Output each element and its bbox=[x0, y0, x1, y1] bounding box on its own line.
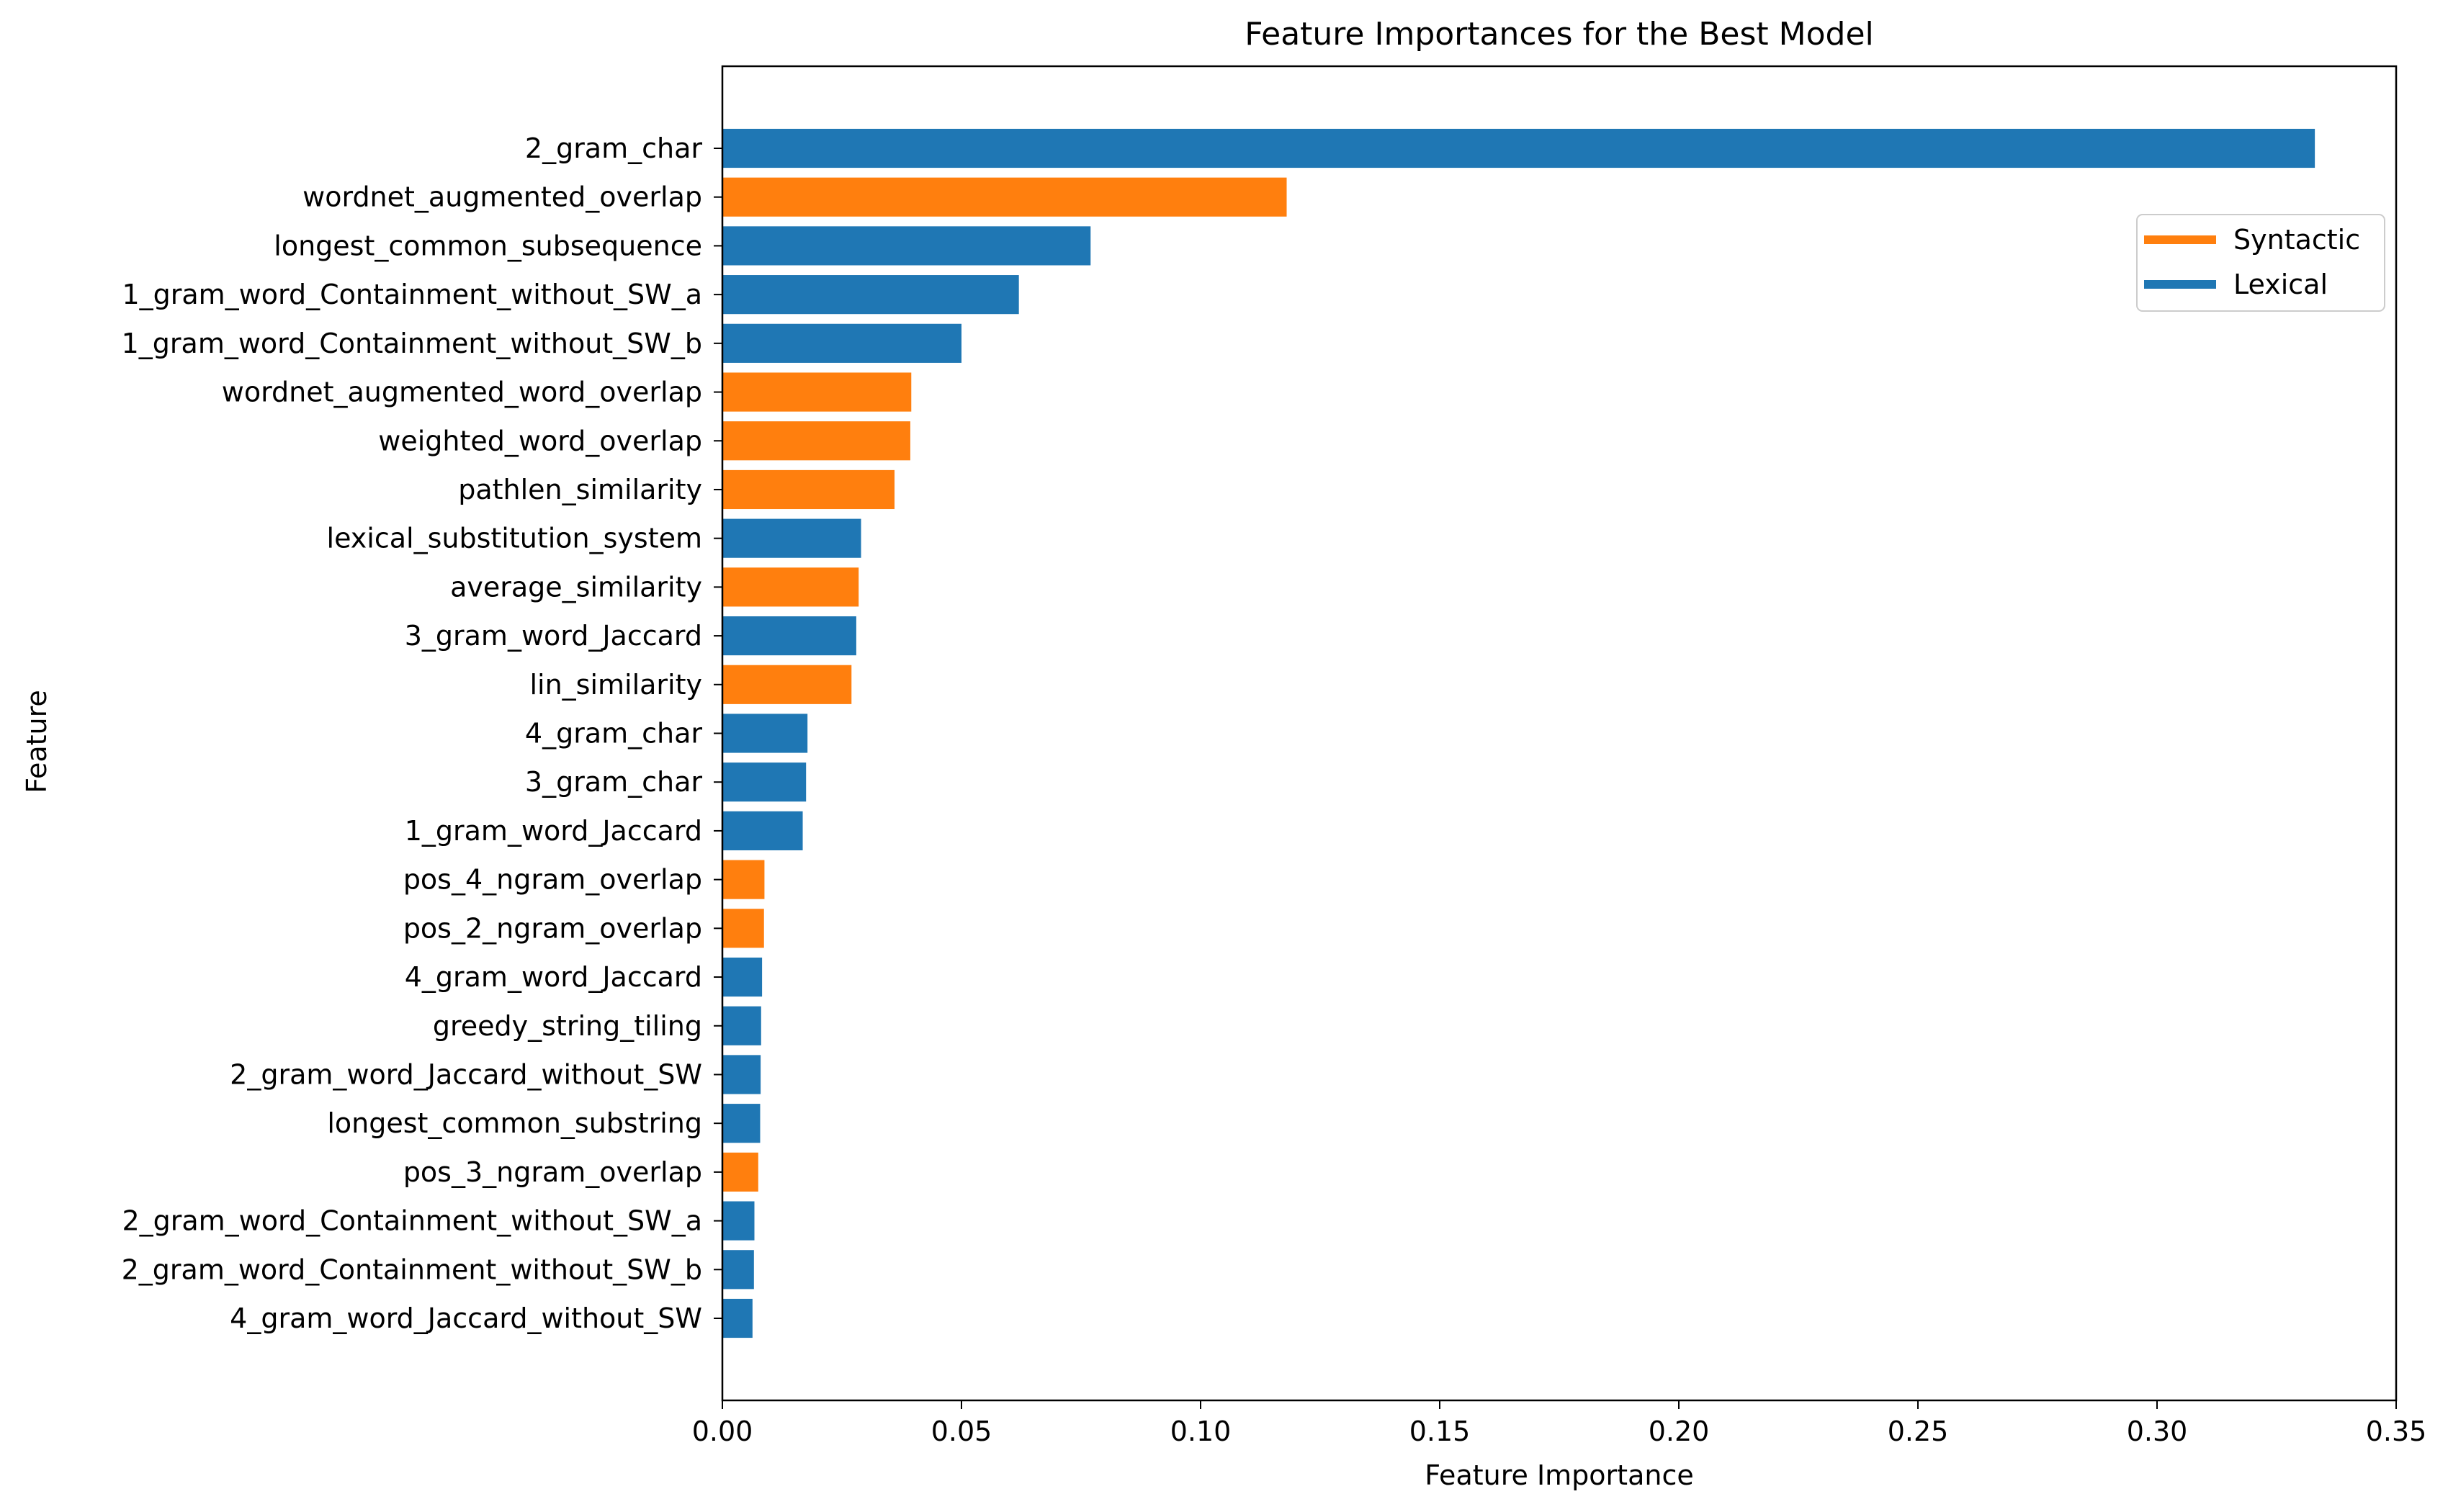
bar-lin-similarity bbox=[722, 665, 852, 704]
y-tick-label: 2_gram_word_Containment_without_SW_a bbox=[122, 1205, 702, 1237]
bar-pathlen-similarity bbox=[722, 469, 895, 510]
y-tick-label: wordnet_augmented_overlap bbox=[302, 181, 702, 213]
x-tick-label: 0.05 bbox=[931, 1416, 992, 1447]
y-tick-label: longest_common_subsequence bbox=[274, 230, 702, 261]
bar-pos-3-ngram-overlap bbox=[722, 1152, 758, 1192]
bar-longest-common-subsequence bbox=[722, 226, 1091, 266]
y-tick-labels: 2_gram_char wordnet_augmented_overlaplong… bbox=[122, 132, 722, 1334]
bar-1-gram-word-containment-without-sw-a bbox=[722, 275, 1019, 315]
y-tick-label: weighted_word_overlap bbox=[378, 425, 702, 456]
x-tick-label: 0.25 bbox=[1888, 1416, 1949, 1447]
bar-3-gram-word-jaccard bbox=[722, 616, 856, 656]
x-tick-labels: 0.00 0.05 0.10 0.15 0.20 0.25 0.30 0.35 bbox=[692, 1400, 2427, 1447]
y-tick-label: lin_similarity bbox=[529, 669, 702, 701]
x-tick-label: 0.30 bbox=[2127, 1416, 2188, 1447]
y-tick-label: 4_gram_char bbox=[525, 718, 702, 750]
bars-layer bbox=[722, 128, 2315, 1338]
bar-longest-common-substring bbox=[722, 1104, 761, 1143]
y-tick-label: 1_gram_word_Jaccard bbox=[405, 815, 702, 847]
y-tick-label: pathlen_similarity bbox=[458, 474, 702, 505]
chart-title: Feature Importances for the Best Model bbox=[1245, 16, 1874, 53]
y-tick-label: 1_gram_word_Containment_without_SW_b bbox=[122, 328, 702, 359]
y-tick-label: 2_gram_char bbox=[525, 132, 702, 164]
y-tick-label: longest_common_substring bbox=[327, 1107, 702, 1139]
bar-2-gram-char bbox=[722, 128, 2315, 168]
bar-pos-4-ngram-overlap bbox=[722, 860, 765, 899]
bar-lexical-substitution-system bbox=[722, 518, 861, 558]
y-tick-label: 4_gram_word_Jaccard_without_SW bbox=[230, 1302, 702, 1334]
x-tick-label: 0.10 bbox=[1170, 1416, 1232, 1447]
bar-average-similarity bbox=[722, 567, 859, 607]
x-tick-label: 0.35 bbox=[2366, 1416, 2427, 1447]
bar-2-gram-word-containment-without-sw-a bbox=[722, 1201, 755, 1241]
bar-wordnet-augmented-word-overlap bbox=[722, 372, 912, 412]
x-tick-label: 0.00 bbox=[692, 1416, 753, 1447]
bar-wordnet-augmented-overlap bbox=[722, 177, 1287, 217]
x-tick-label: 0.20 bbox=[1649, 1416, 1710, 1447]
legend-label-lexical: Lexical bbox=[2233, 269, 2328, 300]
plot-area-frame bbox=[721, 65, 2398, 1402]
bar-1-gram-word-jaccard bbox=[722, 811, 803, 850]
y-tick-label: 2_gram_word_Containment_without_SW_b bbox=[122, 1254, 702, 1285]
bar-4-gram-word-jaccard bbox=[722, 957, 763, 997]
y-axis-label: Feature bbox=[21, 690, 53, 793]
legend-label-syntactic: Syntactic bbox=[2233, 224, 2360, 256]
bar-weighted-word-overlap bbox=[722, 421, 910, 461]
y-tick-label: average_similarity bbox=[450, 571, 702, 603]
y-tick-label: 4_gram_word_Jaccard bbox=[405, 961, 702, 993]
y-tick-label: pos_2_ngram_overlap bbox=[403, 912, 702, 944]
y-tick-label: wordnet_augmented_word_overlap bbox=[222, 377, 702, 408]
legend: Syntactic Lexical bbox=[2136, 214, 2385, 312]
bar-greedy-string-tiling bbox=[722, 1006, 761, 1045]
y-tick-label: 1_gram_word_Containment_without_SW_a bbox=[122, 279, 702, 310]
bar-2-gram-word-jaccard-without-sw bbox=[722, 1055, 761, 1094]
y-tick-label: pos_3_ngram_overlap bbox=[403, 1156, 702, 1188]
bar-4-gram-char bbox=[722, 714, 808, 753]
bar-pos-2-ngram-overlap bbox=[722, 909, 764, 948]
y-tick-label: 3_gram_word_Jaccard bbox=[405, 620, 702, 652]
bar-3-gram-char bbox=[722, 762, 807, 802]
bar-4-gram-word-jaccard-without-sw bbox=[722, 1298, 753, 1338]
y-tick-label: greedy_string_tiling bbox=[433, 1010, 702, 1042]
y-tick-label: 3_gram_char bbox=[525, 766, 702, 798]
bar-1-gram-word-containment-without-sw-b bbox=[722, 323, 961, 363]
y-tick-label: pos_4_ngram_overlap bbox=[403, 864, 702, 896]
x-tick-label: 0.15 bbox=[1409, 1416, 1471, 1447]
bar-2-gram-word-containment-without-sw-b bbox=[722, 1250, 754, 1290]
y-tick-label: 2_gram_word_Jaccard_without_SW bbox=[230, 1058, 702, 1090]
y-tick-label: lexical_substitution_system bbox=[327, 523, 702, 554]
x-axis-label: Feature Importance bbox=[1425, 1459, 1693, 1491]
